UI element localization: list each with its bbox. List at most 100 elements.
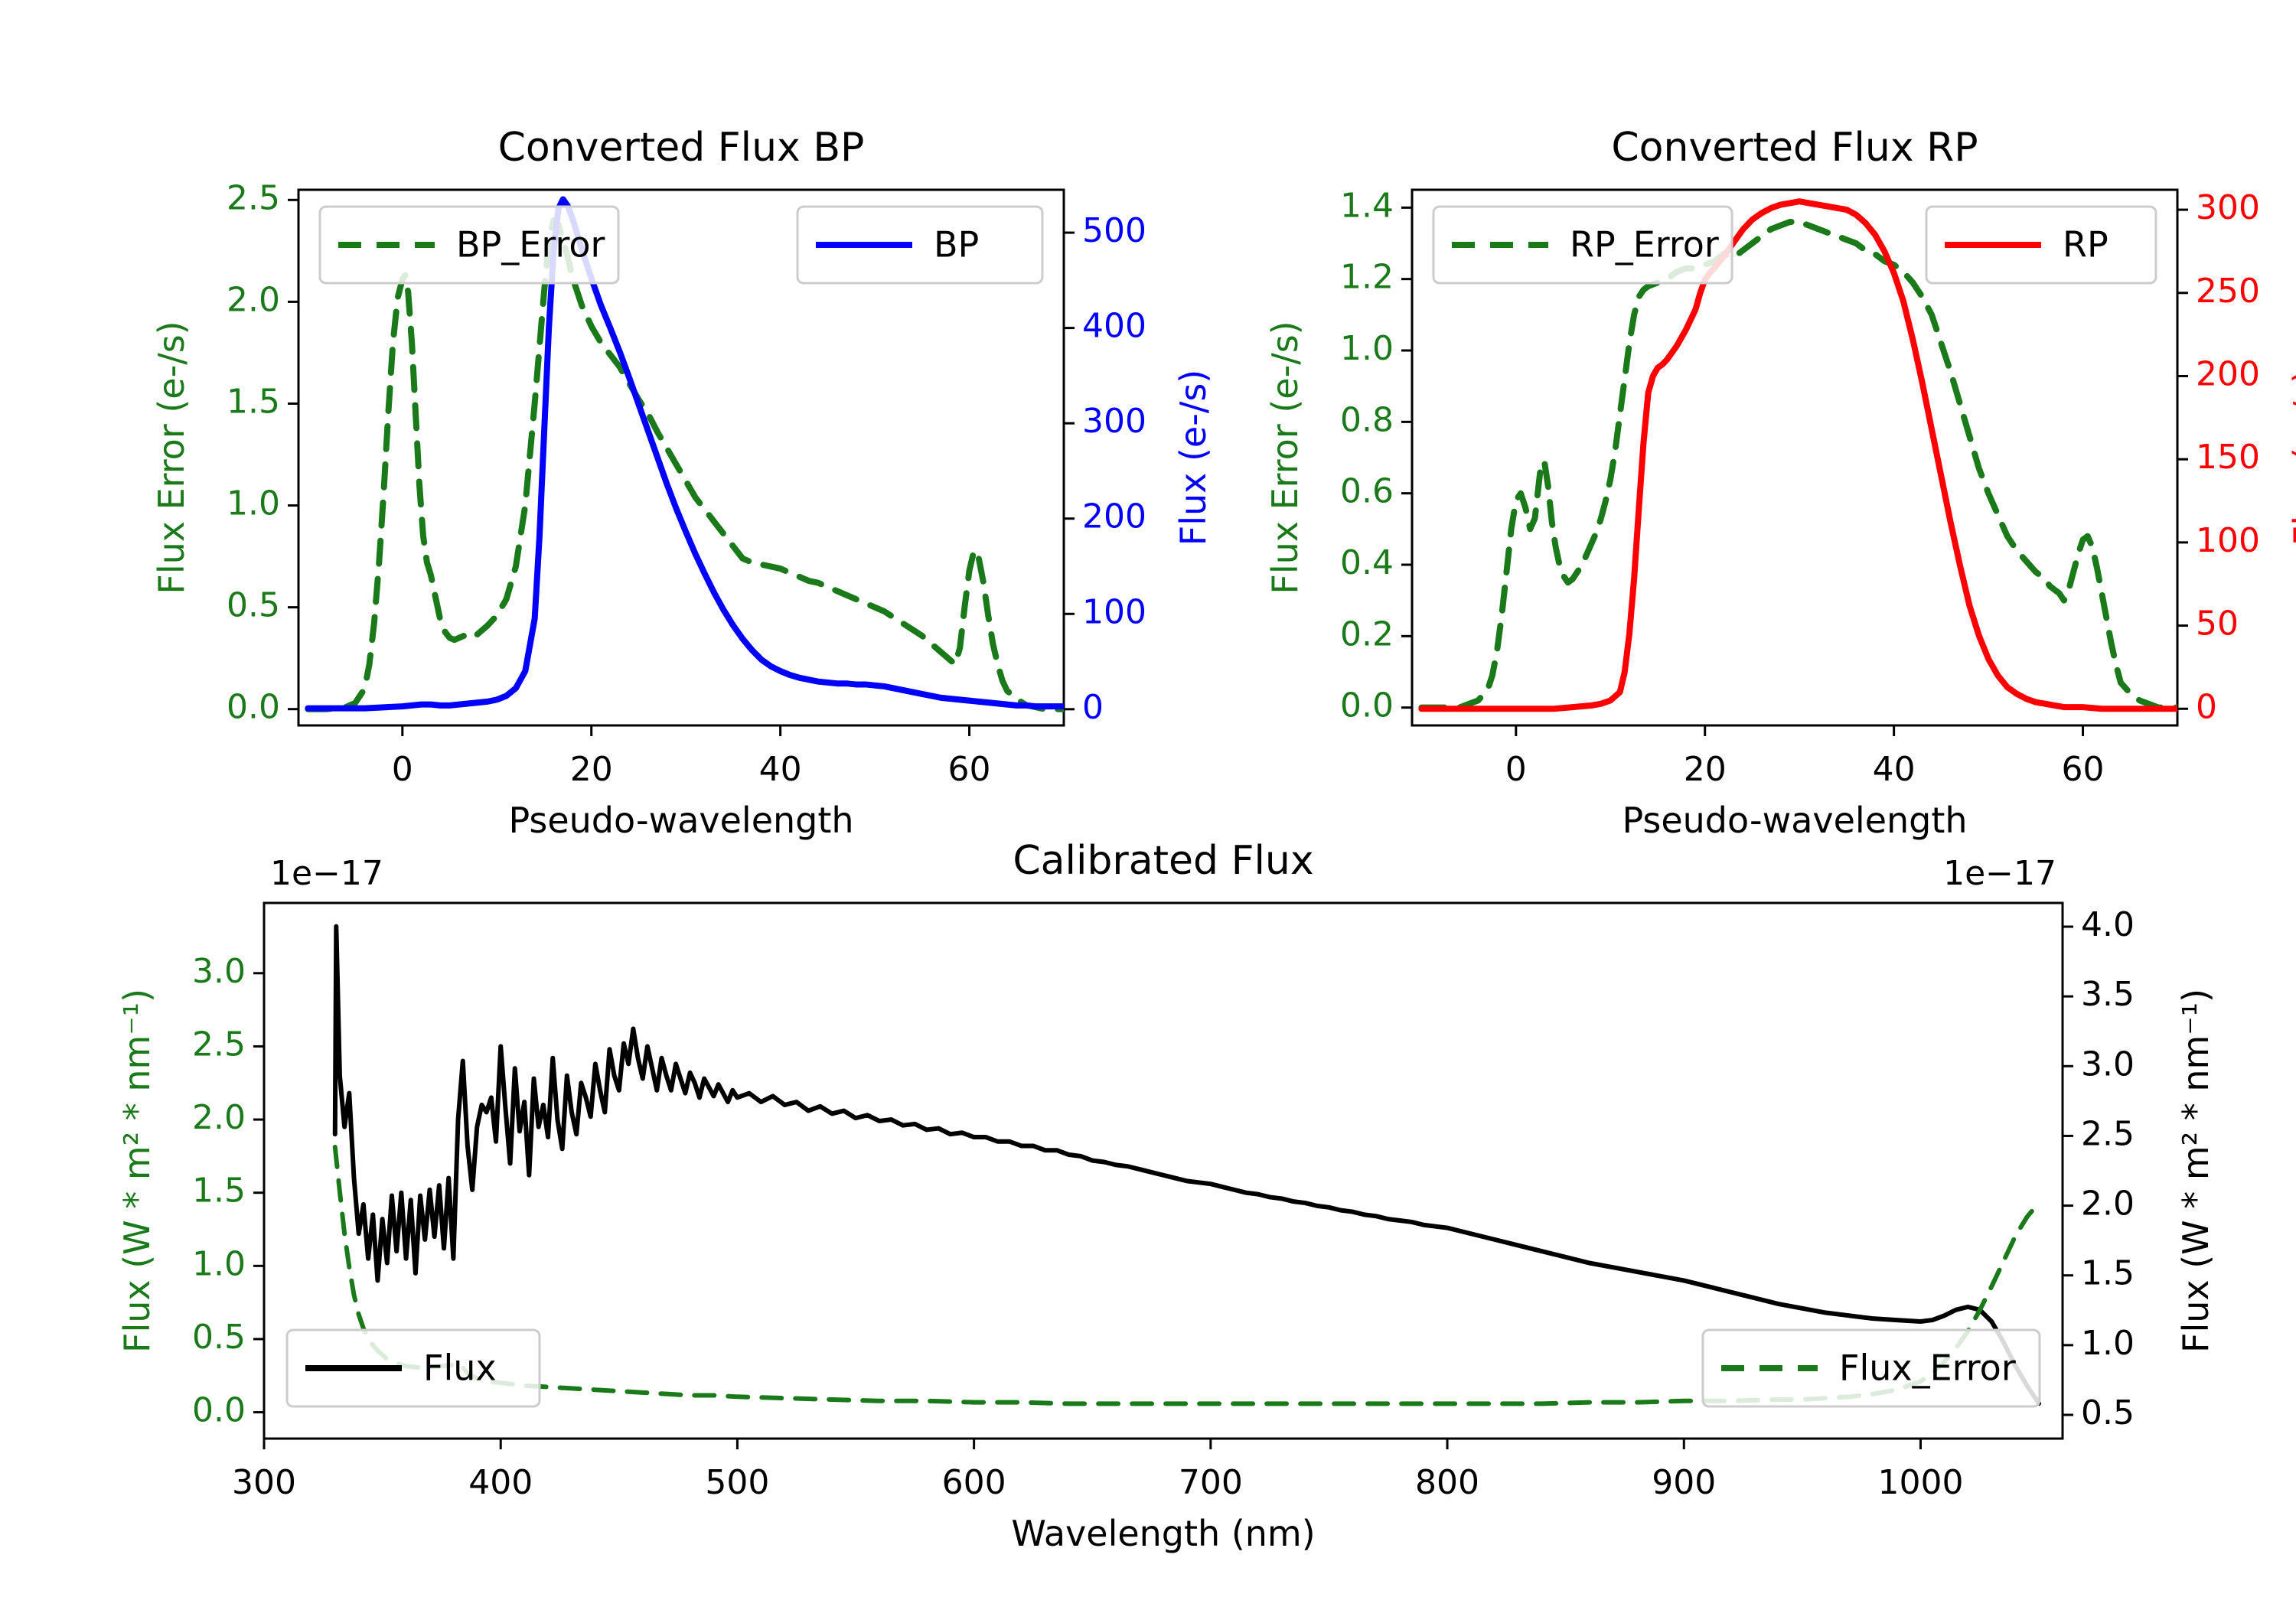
axes-frame-rp [1411,188,2179,727]
y-right-tick-label-rp-0: 0 [2196,687,2217,726]
series-bp-error [305,217,1064,712]
x-axis-label-rp: Pseudo-wavelength [1622,800,1967,841]
series-rp [1418,198,2177,712]
y-left-tick-label-bp-0: 0.0 [227,688,280,727]
y-left-axis-label-rp: Flux Error (e-/s) [1264,321,1306,594]
x-tick-label-rp-1: 20 [1684,750,1727,789]
series-bp [305,196,1064,712]
y-right-tick-label-calibrated-1: 1.0 [2081,1324,2135,1363]
y-right-tick-label-bp-1: 100 [1082,592,1146,631]
x-tick-label-calibrated-7: 1000 [1877,1463,1963,1502]
x-tick-label-calibrated-5: 800 [1415,1463,1479,1502]
legend-rp-error[interactable]: RP_Error [1432,205,1733,285]
offset-label-left: 1e−17 [270,854,383,893]
y-left-tick-label-calibrated-2: 1.0 [192,1244,246,1283]
y-left-tick-label-bp-3: 1.5 [227,382,280,421]
y-left-tick-label-calibrated-3: 1.5 [192,1172,246,1211]
x-tick-label-calibrated-3: 600 [942,1463,1006,1502]
panel-rp: Converted Flux RP 0 20 40 60 Pseudo-wavelengt… [1264,125,2296,841]
legend-bp-error-box [318,205,620,285]
plot-title-rp: Converted Flux RP [1611,125,1978,171]
y-right-tick-label-calibrated-6: 3.5 [2081,975,2135,1014]
series-flux [332,924,2042,1406]
y-right-tick-label-rp-5: 250 [2196,272,2260,311]
y-left-tick-label-rp-5: 1.0 [1340,329,1394,368]
y-left-tick-label-rp-2: 0.4 [1340,543,1394,582]
y-right-tick-label-calibrated-4: 2.5 [2081,1114,2135,1153]
legend-flux-box [285,1328,541,1408]
y-right-tick-label-rp-2: 100 [2196,521,2260,560]
y-left-tick-label-calibrated-4: 2.0 [192,1098,246,1137]
y-left-tick-label-calibrated-6: 3.0 [192,952,246,991]
y-right-tick-label-calibrated-0: 0.5 [2081,1393,2135,1432]
x-axis-label-calibrated: Wavelength (nm) [1011,1513,1315,1554]
y-left-tick-label-bp-1: 0.5 [227,586,280,625]
y-right-tick-label-bp-0: 0 [1082,688,1104,727]
legend-bp-error-label: BP_Error [456,224,605,266]
y-right-axis-label-bp: Flux (e-/s) [1172,370,1214,546]
axes-frame-bp [297,188,1065,727]
x-axis-label-bp: Pseudo-wavelength [508,800,853,841]
x-tick-label-bp-2: 40 [759,750,802,789]
legend-bp-error[interactable]: BP_Error [318,205,620,285]
x-tick-label-calibrated-1: 400 [468,1463,533,1502]
y-right-tick-label-bp-5: 500 [1082,211,1146,250]
x-tick-label-calibrated-0: 300 [232,1463,296,1502]
y-left-tick-label-calibrated-5: 2.5 [192,1025,246,1064]
y-left-axis-label-bp: Flux Error (e-/s) [151,321,192,594]
x-tick-label-calibrated-6: 900 [1652,1463,1716,1502]
x-tick-label-calibrated-2: 500 [705,1463,769,1502]
curves-rp [1418,198,2177,712]
y-right-axis-label-calibrated: Flux (W * m² * nm⁻¹) [2175,989,2216,1353]
series-rp-error [1418,219,2177,711]
y-left-tick-label-rp-0: 0.0 [1340,686,1394,725]
y-left-axis-label-calibrated: Flux (W * m² * nm⁻¹) [116,989,158,1353]
legend-flux-error[interactable]: Flux_Error [1701,1328,2041,1408]
y-right-tick-label-bp-3: 300 [1082,402,1146,441]
legend-rp[interactable]: RP [1925,205,2157,285]
y-left-tick-label-rp-6: 1.2 [1340,258,1394,297]
panel-calibrated: Calibrated Flux 1e−17 1e−17 300 400 500 600 700… [116,838,2216,1554]
x-tick-label-rp-2: 40 [1873,750,1916,789]
legend-bp[interactable]: BP [796,205,1044,285]
y-right-tick-label-calibrated-3: 2.0 [2081,1185,2135,1224]
plot-title-calibrated: Calibrated Flux [1013,838,1313,884]
x-tick-label-rp-0: 0 [1505,750,1527,789]
axes-frame-calibrated [263,901,2064,1440]
y-left-tick-label-bp-5: 2.5 [227,178,280,217]
y-left-tick-label-bp-2: 1.0 [227,484,280,523]
x-tick-label-calibrated-4: 700 [1179,1463,1243,1502]
y-right-tick-label-rp-3: 150 [2196,438,2260,477]
y-left-tick-label-rp-1: 0.2 [1340,614,1394,653]
y-right-tick-label-rp-6: 300 [2196,188,2260,227]
y-right-tick-label-calibrated-7: 4.0 [2081,905,2135,944]
legend-rp-label: RP [2063,224,2108,266]
legend-bp-box [796,205,1044,285]
curves-bp [305,196,1064,712]
x-tick-label-bp-1: 20 [570,750,613,789]
legend-rp-error-box [1432,205,1733,285]
legend-flux-error-label: Flux_Error [1839,1348,2016,1389]
x-tick-label-bp-3: 60 [948,750,991,789]
y-left-tick-label-rp-4: 0.8 [1340,400,1394,439]
x-tick-label-bp-0: 0 [392,750,413,789]
y-right-tick-label-rp-4: 200 [2196,354,2260,393]
y-left-tick-label-rp-3: 0.6 [1340,472,1394,511]
y-right-tick-label-bp-2: 200 [1082,497,1146,536]
y-right-tick-label-bp-4: 400 [1082,307,1146,346]
x-tick-label-rp-3: 60 [2062,750,2105,789]
y-right-tick-label-calibrated-5: 3.0 [2081,1045,2135,1084]
legend-rp-error-label: RP_Error [1570,224,1719,266]
plot-title-bp: Converted Flux BP [498,125,865,171]
legend-flux[interactable]: Flux [285,1328,541,1408]
offset-label-right: 1e−17 [1943,854,2056,893]
panel-bp: Converted Flux BP 0 20 40 60 Pseudo-wavelengt… [151,125,1214,841]
y-right-axis-label-rp: Flux (e-/s) [2286,370,2296,546]
y-right-tick-label-rp-1: 50 [2196,605,2239,644]
y-right-tick-label-calibrated-2: 1.5 [2081,1254,2135,1293]
y-left-tick-label-bp-4: 2.0 [227,280,280,319]
y-left-tick-label-calibrated-1: 0.5 [192,1318,246,1357]
legend-flux-error-box [1701,1328,2041,1408]
